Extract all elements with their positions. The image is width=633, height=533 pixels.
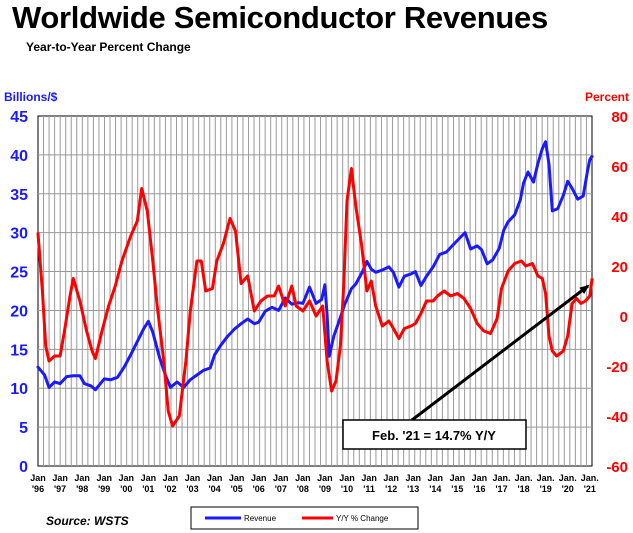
x-tick-label: Jan '14 [428,473,444,494]
x-tick-label: Jan '08 [295,473,311,494]
right-tick-label: 60 [611,159,628,176]
right-tick-label: -60 [606,459,628,476]
legend: Revenue Y/Y % Change [190,506,419,530]
right-tick-label: 80 [611,109,628,126]
x-tick-label: Jan '15 [450,473,466,494]
x-tick-label: Jan. '19 [537,473,555,494]
left-tick-label: 45 [10,109,28,126]
left-tick-label: 20 [10,303,28,320]
chart-subtitle: Year-to-Year Percent Change [26,40,191,54]
x-tick-label: Jan '02 [163,473,179,494]
annotation-text: Feb. '21 = 14.7% Y/Y [372,428,496,443]
x-tick-label: Jan '05 [229,473,245,494]
x-tick-label: Jan '09 [317,473,333,494]
x-tick-label: Jan '00 [119,473,135,494]
x-tick-label: Jan. '18 [515,473,533,494]
x-tick-label: Jan '07 [273,473,289,494]
x-tick-label: Jan '06 [251,473,267,494]
legend-label-revenue: Revenue [244,514,277,523]
right-tick-label: 40 [611,209,628,226]
x-tick-label: Jan '12 [383,473,399,494]
series-line-revenue [36,140,594,392]
x-tick-label: Jan '99 [96,473,112,494]
left-tick-label: 5 [19,420,28,437]
left-tick-label: 30 [10,226,28,243]
x-tick-label: Jan '04 [207,473,223,494]
x-tick-label: Jan '13 [405,473,421,494]
chart-title: Worldwide Semiconductor Revenues [12,0,548,35]
x-tick-label: Jan. '21 [581,473,599,494]
left-tick-label: 0 [19,459,28,476]
left-tick-label: 35 [10,187,28,204]
x-tick-label: Jan '97 [52,473,68,494]
right-tick-label: 20 [611,259,628,276]
x-tick-label: Jan '16 [472,473,488,494]
annotation-arrow [411,284,590,422]
series-line-y-y-change [36,167,594,428]
x-tick-label: Jan '96 [30,473,46,494]
x-tick-label: Jan '10 [339,473,355,494]
left-tick-label: 40 [10,148,28,165]
x-tick-label: Jan '03 [185,473,201,494]
legend-label-yy-change: Y/Y % Change [336,514,389,523]
x-tick-label: Jan '11 [361,473,377,494]
x-tick-label: Jan. '17 [492,473,510,494]
x-tick-label: Jan. '20 [559,473,577,494]
annotation-box [342,419,527,450]
source-note: Source: WSTS [46,514,129,528]
right-axis-label: Percent [585,90,629,104]
left-axis-label: Billions/$ [4,90,58,104]
right-tick-label: 0 [620,309,628,326]
right-tick-label: -20 [606,359,628,376]
x-tick-label: Jan '01 [141,473,157,494]
right-tick-label: -40 [606,409,628,426]
left-tick-label: 10 [10,381,28,398]
x-tick-label: Jan '98 [74,473,90,494]
left-tick-label: 25 [10,265,28,282]
left-tick-label: 15 [10,342,28,359]
